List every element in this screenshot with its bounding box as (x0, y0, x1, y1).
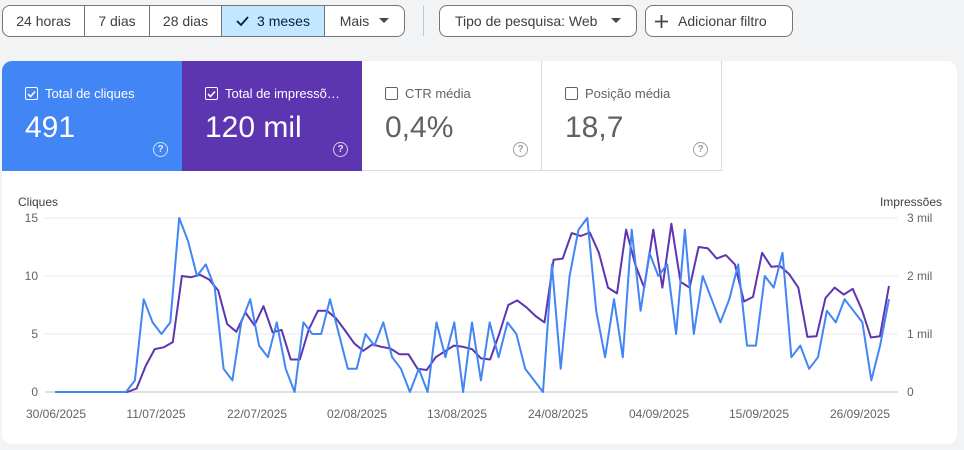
metric-label-row: Total de cliques (25, 86, 135, 101)
range-label: 3 meses (257, 13, 310, 29)
metric-total-clicks[interactable]: Total de cliques 491 ? (2, 61, 182, 171)
help-icon[interactable]: ? (693, 142, 708, 157)
range-label: 24 horas (16, 13, 71, 29)
y-right-tick-label: 0 (907, 385, 914, 399)
metric-value: 18,7 (565, 111, 624, 144)
help-icon[interactable]: ? (153, 142, 168, 157)
performance-chart: 0 0 5 1 mil 10 2 mil 15 3 mil 30/06/2025 11/07/20… (25, 211, 933, 421)
right-axis-title: Impressões (879, 195, 942, 209)
add-filter-label: Adicionar filtro (678, 13, 767, 29)
help-icon[interactable]: ? (513, 142, 528, 157)
metric-value: 120 mil (205, 111, 302, 144)
series-line-clicks (55, 217, 890, 393)
range-button-1[interactable]: 24 horas (3, 6, 85, 36)
y-right-tick-label: 3 mil (907, 211, 932, 225)
x-tick-label: 24/08/2025 (528, 407, 588, 421)
metric-value: 491 (25, 111, 76, 144)
range-label: Mais (339, 13, 370, 29)
checkbox-unchecked-icon[interactable] (385, 87, 398, 100)
performance-card: Total de cliques 491 ? Total de impressõ… (2, 61, 957, 444)
checkmark-icon (236, 16, 249, 26)
range-button-3[interactable]: 28 dias (150, 6, 222, 36)
help-icon[interactable]: ? (333, 142, 348, 157)
range-button-4[interactable]: 3 meses (222, 6, 325, 36)
range-label: 28 dias (162, 13, 209, 29)
checkbox-checked-icon[interactable] (25, 87, 38, 100)
caret-down-icon (611, 18, 622, 24)
add-filter-button[interactable]: Adicionar filtro (645, 5, 793, 37)
series-line-impressions (55, 222, 890, 393)
toolbar-divider (423, 6, 424, 36)
metric-value: 0,4% (385, 111, 454, 144)
plus-icon (655, 14, 668, 28)
metric-label: Posição média (585, 86, 671, 101)
left-axis-title: Cliques (18, 195, 59, 209)
x-tick-label: 15/09/2025 (729, 407, 789, 421)
metric-average-position[interactable]: Posição média 18,7 ? (542, 61, 722, 171)
metric-label: Total de cliques (45, 86, 135, 101)
metric-label-row: Posição média (565, 86, 670, 101)
metric-average-ctr[interactable]: CTR média 0,4% ? (362, 61, 542, 171)
checkbox-unchecked-icon[interactable] (565, 87, 578, 100)
search-type-dropdown[interactable]: Tipo de pesquisa: Web (439, 5, 637, 37)
x-tick-label: 11/07/2025 (126, 407, 185, 421)
x-tick-label: 30/06/2025 (26, 407, 86, 421)
x-tick-label: 02/08/2025 (327, 407, 387, 421)
x-tick-label: 13/08/2025 (427, 407, 487, 421)
y-left-tick-label: 5 (31, 327, 38, 341)
date-range-selector: 24 horas 7 dias 28 dias 3 meses Mais (2, 5, 405, 37)
y-right-tick-label: 2 mil (907, 269, 932, 283)
y-right-tick-label: 1 mil (907, 327, 932, 341)
metric-label: CTR média (405, 86, 471, 101)
checkbox-checked-icon[interactable] (205, 87, 218, 100)
search-type-label: Tipo de pesquisa: Web (455, 13, 598, 29)
y-left-tick-label: 0 (31, 385, 38, 399)
metric-label-row: CTR média (385, 86, 471, 101)
caret-down-icon (379, 18, 390, 24)
x-tick-label: 04/09/2025 (629, 407, 689, 421)
x-tick-label: 26/09/2025 (830, 407, 890, 421)
metric-label: Total de impressõ… (225, 86, 340, 101)
y-left-tick-label: 15 (25, 211, 39, 225)
x-tick-label: 22/07/2025 (227, 407, 287, 421)
metric-label-row: Total de impressõ… (205, 86, 340, 101)
range-label: 7 dias (98, 13, 136, 29)
range-button-2[interactable]: 7 dias (85, 6, 150, 36)
y-left-tick-label: 10 (25, 269, 39, 283)
metric-total-impressions[interactable]: Total de impressõ… 120 mil ? (182, 61, 362, 171)
range-button-5[interactable]: Mais (325, 6, 404, 36)
